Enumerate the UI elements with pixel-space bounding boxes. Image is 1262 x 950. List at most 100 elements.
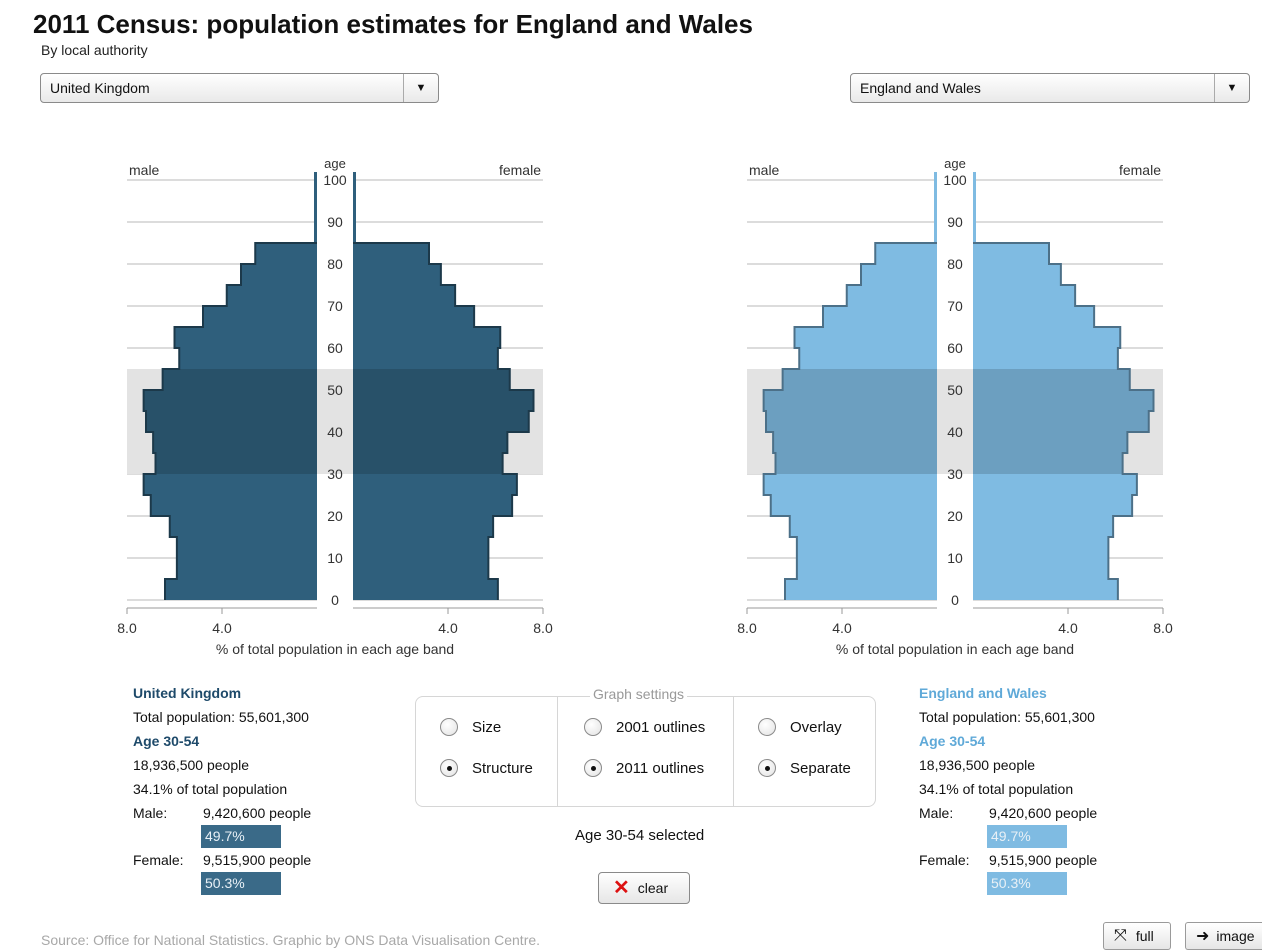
- right-area-select[interactable]: England and Wales ▼: [850, 73, 1250, 103]
- left-pyramid-female-bar[interactable]: [353, 327, 501, 348]
- right-pyramid-male-bar[interactable]: [782, 369, 937, 390]
- left-pyramid-female-bar[interactable]: [353, 495, 513, 516]
- radio-selected-icon[interactable]: [584, 759, 602, 777]
- right-pyramid-female-bar[interactable]: [973, 348, 1118, 369]
- left-pyramid-male-bar[interactable]: [176, 558, 317, 579]
- outlines-2011-radio[interactable]: 2011 outlines: [584, 759, 704, 777]
- right-pyramid-male-bar[interactable]: [770, 495, 937, 516]
- outlines-2001-radio[interactable]: 2001 outlines: [584, 718, 705, 736]
- right-pyramid-male-bar[interactable]: [763, 474, 937, 495]
- right-pyramid-female-bar[interactable]: [973, 474, 1137, 495]
- radio-unselected-icon[interactable]: [584, 718, 602, 736]
- left-pyramid-female-bar[interactable]: [353, 243, 429, 264]
- right-pyramid-female-bar[interactable]: [973, 306, 1095, 327]
- right-pyramid-age-tick: 100: [943, 172, 967, 188]
- left-pyramid-male-bar[interactable]: [153, 432, 317, 453]
- left-pyramid-male-bar[interactable]: [165, 579, 317, 600]
- right-select-arrow[interactable]: ▼: [1214, 74, 1249, 102]
- selection-status: Age 30-54 selected: [575, 827, 705, 844]
- right-pyramid-female-bar[interactable]: [973, 243, 1049, 264]
- triangle-down-icon: ▼: [1226, 82, 1238, 94]
- left-pyramid-female-bar[interactable]: [353, 369, 510, 390]
- right-pyramid-female-bar[interactable]: [973, 432, 1128, 453]
- left-pyramid-male-bar[interactable]: [155, 453, 318, 474]
- right-pyramid-male-bar[interactable]: [796, 537, 937, 558]
- right-pyramid-female-bar[interactable]: [973, 453, 1123, 474]
- left-pyramid-male-bar[interactable]: [169, 516, 317, 537]
- right-pyramid-female-bar[interactable]: [973, 411, 1149, 432]
- left-pyramid-male-bar[interactable]: [255, 243, 317, 264]
- structure-radio[interactable]: Structure: [440, 759, 533, 777]
- right-pyramid-male-bar[interactable]: [861, 264, 937, 285]
- left-select-arrow[interactable]: ▼: [403, 74, 438, 102]
- right-pyramid-male-bar[interactable]: [823, 306, 937, 327]
- expand-icon: ⤧: [1114, 927, 1127, 944]
- left-pyramid-male-bar[interactable]: [143, 474, 317, 495]
- right-pyramid-female-bar[interactable]: [973, 390, 1154, 411]
- left-pyramid-female-bar[interactable]: [353, 390, 534, 411]
- left-pyramid-female-bar[interactable]: [353, 558, 489, 579]
- right-pyramid-male-bar[interactable]: [773, 432, 937, 453]
- left-pyramid-male-bar[interactable]: [162, 369, 317, 390]
- radio-unselected-icon[interactable]: [440, 718, 458, 736]
- left-pyramid-female-bar[interactable]: [353, 432, 508, 453]
- right-pyramid-male-bar[interactable]: [796, 558, 937, 579]
- right-pyramid-female-bar[interactable]: [973, 537, 1109, 558]
- right-pyramid-age-tick: 80: [947, 256, 963, 272]
- left-area-select[interactable]: United Kingdom ▼: [40, 73, 439, 103]
- left-pyramid-male-bar[interactable]: [146, 411, 317, 432]
- left-pyramid-male-bar[interactable]: [203, 306, 317, 327]
- left-pyramid-male-bar[interactable]: [143, 390, 317, 411]
- left-pyramid-age-label: age: [324, 156, 346, 171]
- left-pyramid-male-bar[interactable]: [176, 537, 317, 558]
- right-male-pct-bar: 49.7%: [987, 825, 1067, 848]
- right-pyramid-male-bar[interactable]: [794, 327, 938, 348]
- right-pyramid-male-bar[interactable]: [799, 348, 937, 369]
- left-pyramid-male-bar[interactable]: [179, 348, 317, 369]
- left-pyramid-female-bar[interactable]: [353, 348, 498, 369]
- right-pyramid-age-tick: 50: [947, 382, 963, 398]
- left-pyramid-female-bar[interactable]: [353, 537, 489, 558]
- left-pyramid-male-bar[interactable]: [174, 327, 318, 348]
- clear-button[interactable]: ✕ clear: [598, 872, 690, 904]
- right-pyramid-female-label: female: [1119, 162, 1161, 178]
- left-pyramid-male-bar[interactable]: [241, 264, 317, 285]
- left-pyramid-female-bar[interactable]: [353, 285, 456, 306]
- outlines-2001-radio-label: 2001 outlines: [616, 718, 706, 736]
- right-pyramid-male-bar[interactable]: [789, 516, 937, 537]
- right-pyramid-female-bar[interactable]: [973, 579, 1118, 600]
- left-pyramid-male-bar[interactable]: [150, 495, 317, 516]
- overlay-radio[interactable]: Overlay: [758, 718, 842, 736]
- radio-selected-icon[interactable]: [758, 759, 776, 777]
- left-pyramid-female-bar[interactable]: [353, 579, 498, 600]
- left-pyramid-male-bar[interactable]: [226, 285, 317, 306]
- right-pyramid-male-bar[interactable]: [846, 285, 937, 306]
- right-pyramid-male-bar[interactable]: [763, 390, 937, 411]
- left-pyramid-female-bar[interactable]: [353, 453, 503, 474]
- left-pyramid-female-bar[interactable]: [353, 306, 475, 327]
- right-pyramid-male-bar[interactable]: [766, 411, 937, 432]
- right-pyramid-female-bar[interactable]: [973, 285, 1076, 306]
- separate-radio[interactable]: Separate: [758, 759, 851, 777]
- left-age-heading: Age 30-54: [133, 733, 200, 749]
- radio-unselected-icon[interactable]: [758, 718, 776, 736]
- full-screen-button[interactable]: ⤧ full: [1103, 922, 1171, 950]
- size-radio[interactable]: Size: [440, 718, 501, 736]
- left-pyramid-female-bar[interactable]: [353, 516, 494, 537]
- right-pyramid-male-bar[interactable]: [775, 453, 938, 474]
- left-pyramid-female-bar[interactable]: [353, 411, 529, 432]
- radio-selected-icon[interactable]: [440, 759, 458, 777]
- right-pyramid-male-bar[interactable]: [785, 579, 937, 600]
- right-pyramid-female-bar[interactable]: [973, 327, 1121, 348]
- right-pyramid-female-bar[interactable]: [973, 264, 1061, 285]
- right-pyramid-male-bar[interactable]: [875, 243, 937, 264]
- left-pyramid-female-bar[interactable]: [353, 264, 441, 285]
- right-pyramid-female-bar[interactable]: [973, 369, 1130, 390]
- image-button[interactable]: ➜ image: [1185, 922, 1262, 950]
- right-pyramid-female-bar[interactable]: [973, 558, 1109, 579]
- right-pyramid-female-bar[interactable]: [973, 516, 1114, 537]
- right-pyramid-female-bar[interactable]: [973, 495, 1133, 516]
- left-pyramid-female-bar[interactable]: [353, 474, 517, 495]
